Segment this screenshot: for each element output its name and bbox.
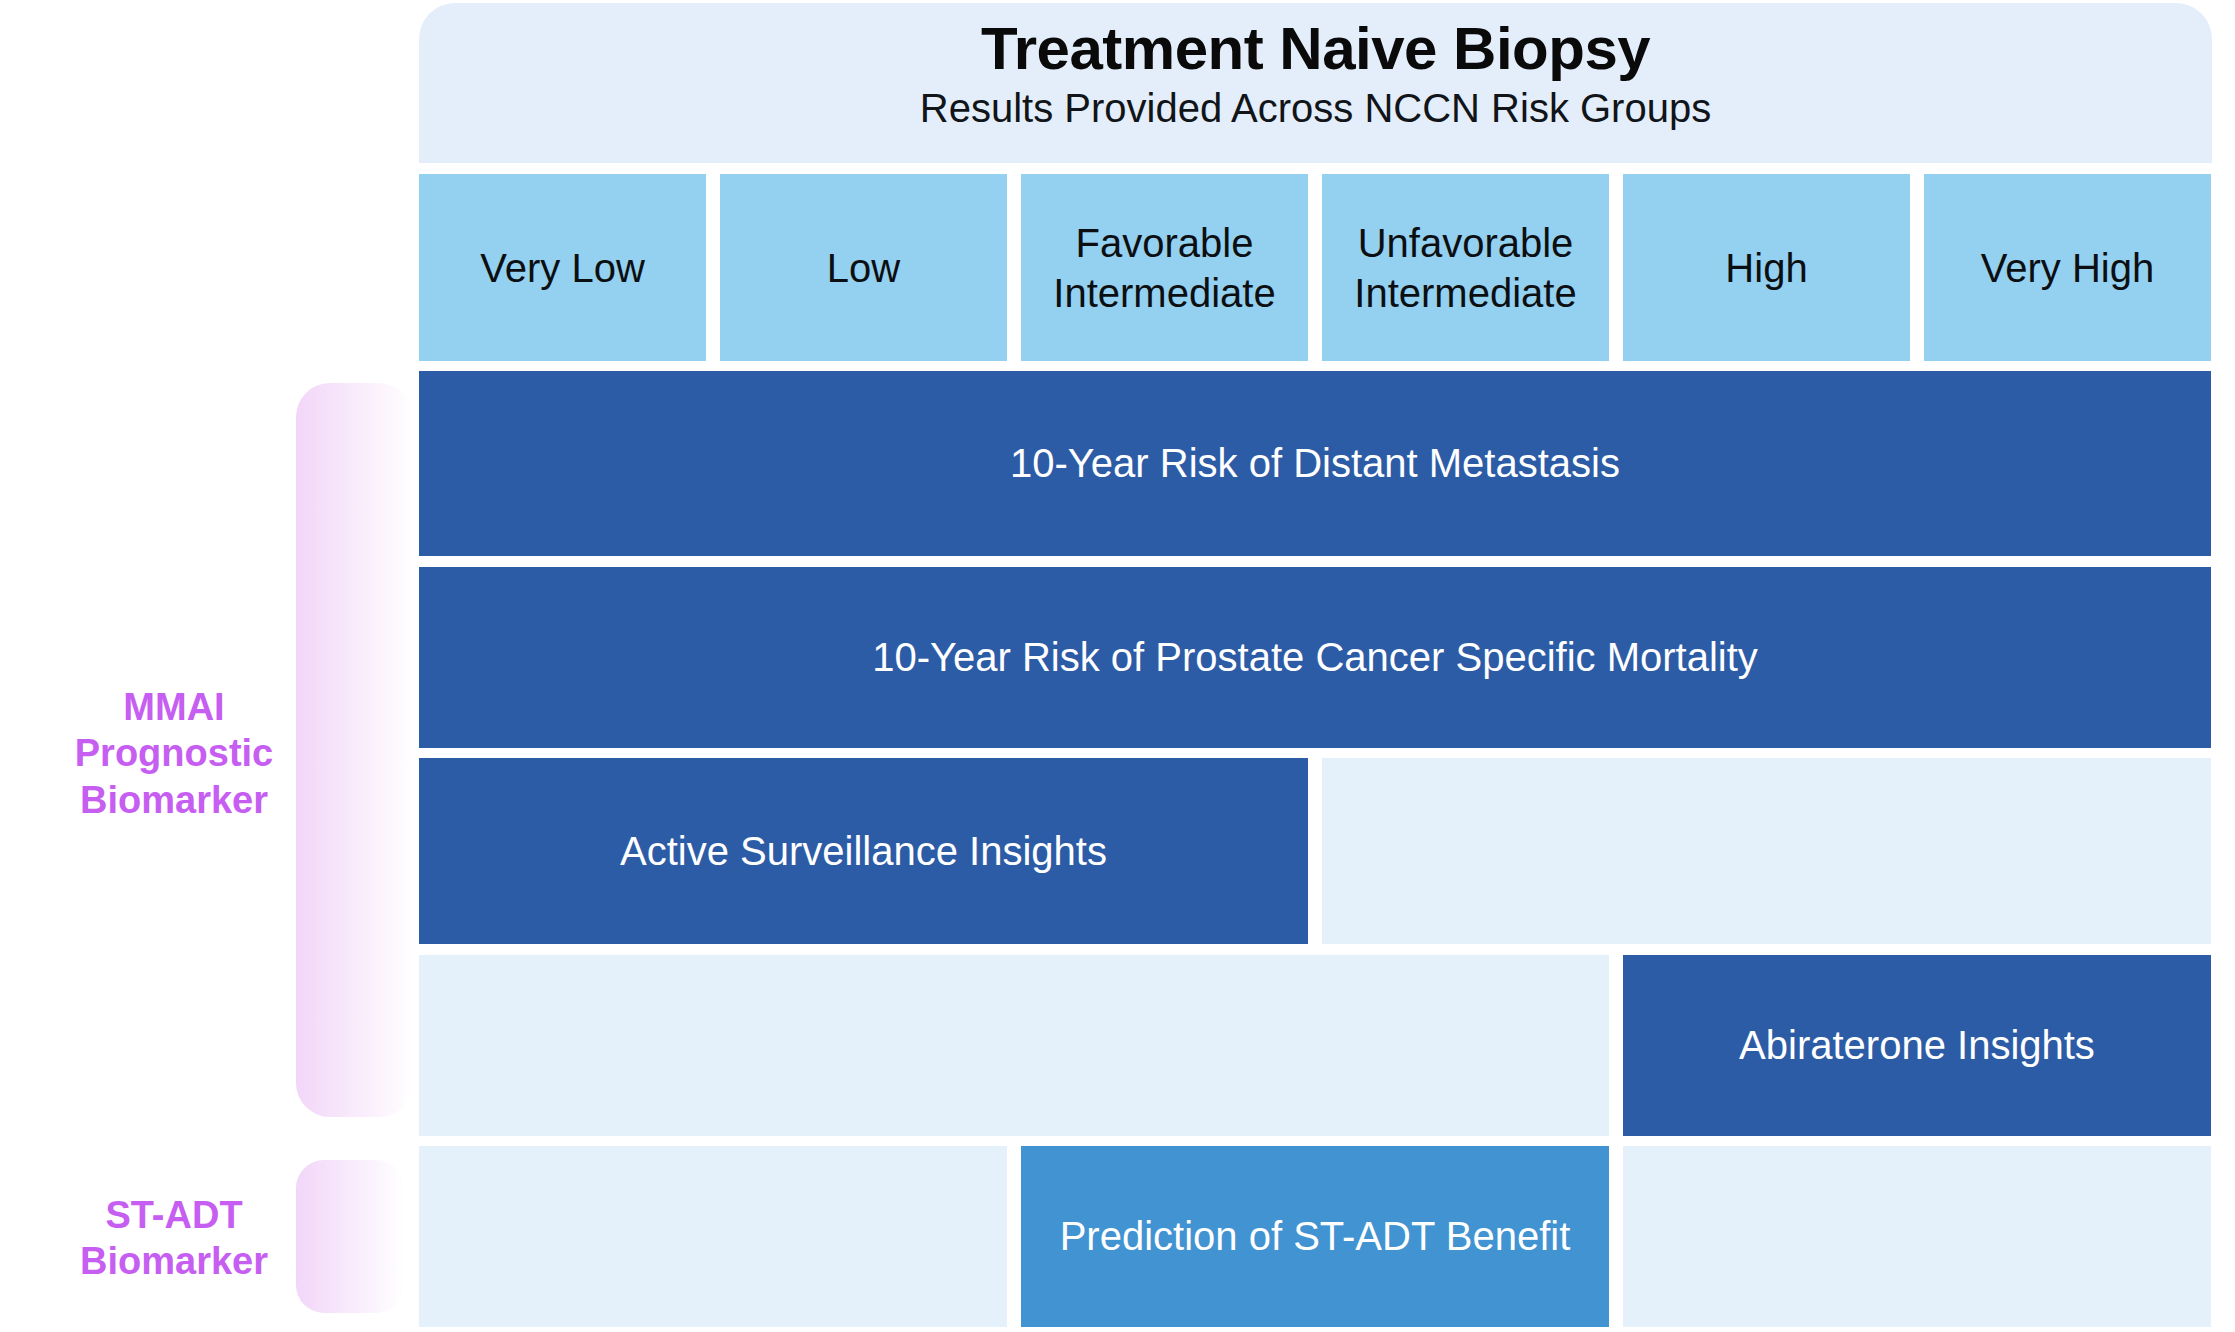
row-distant-metastasis-bar: 10-Year Risk of Distant Metastasis xyxy=(419,371,2211,556)
row-stadt-benefit-label: Prediction of ST-ADT Benefit xyxy=(1060,1214,1571,1259)
row-distant-metastasis-label: 10-Year Risk of Distant Metastasis xyxy=(1010,441,1620,486)
row-stadt-empty-cell-right xyxy=(1623,1146,2211,1327)
column-header-low: Low xyxy=(720,174,1007,361)
column-header-high: High xyxy=(1623,174,1910,361)
mmai-biomarker-group-label: MMAI Prognostic Biomarker xyxy=(28,684,320,823)
row-stadt-empty-cell-left xyxy=(419,1146,1007,1327)
row-stadt-benefit-bar: Prediction of ST-ADT Benefit xyxy=(1021,1146,1609,1327)
row-abiraterone-empty-cell xyxy=(419,955,1609,1136)
stadt-biomarker-group-label: ST-ADT Biomarker xyxy=(28,1192,320,1285)
row-abiraterone-bar: Abiraterone Insights xyxy=(1623,955,2211,1136)
treatment-naive-biopsy-diagram: Treatment Naive Biopsy Results Provided … xyxy=(0,0,2235,1332)
row-active-surveillance-bar: Active Surveillance Insights xyxy=(419,758,1308,944)
column-header-very-high: Very High xyxy=(1924,174,2211,361)
column-header-favorable-intermediate: Favorable Intermediate xyxy=(1021,174,1308,361)
table-header-band: Treatment Naive Biopsy Results Provided … xyxy=(419,3,2212,163)
row-active-surveillance-empty-cell xyxy=(1322,758,2211,944)
column-header-unfavorable-intermediate: Unfavorable Intermediate xyxy=(1322,174,1609,361)
row-abiraterone-label: Abiraterone Insights xyxy=(1739,1023,2095,1068)
page-subtitle: Results Provided Across NCCN Risk Groups xyxy=(920,86,1711,130)
column-header-very-low: Very Low xyxy=(419,174,706,361)
row-pcsm-label: 10-Year Risk of Prostate Cancer Specific… xyxy=(872,635,1758,680)
row-pcsm-bar: 10-Year Risk of Prostate Cancer Specific… xyxy=(419,567,2211,748)
row-active-surveillance-label: Active Surveillance Insights xyxy=(620,829,1107,874)
page-title: Treatment Naive Biopsy xyxy=(981,17,1650,80)
